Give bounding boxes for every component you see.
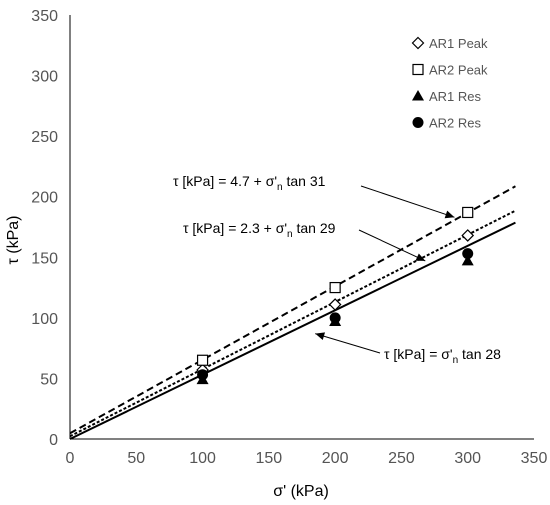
legend-marker	[412, 63, 424, 76]
legend-marker	[412, 90, 424, 101]
data-point-ar2-res	[197, 369, 209, 381]
annotation-arrow-head	[444, 210, 455, 219]
legend-label: AR1 Peak	[429, 36, 488, 51]
annotation-arrow-head	[415, 253, 426, 261]
data-point-ar1-peak	[328, 298, 342, 311]
y-tick-label: 250	[31, 129, 58, 146]
legend-label: AR1 Res	[429, 89, 482, 104]
fit-line-dotted	[69, 209, 516, 438]
x-tick-label: 300	[454, 450, 481, 467]
x-tick-label: 100	[189, 450, 216, 467]
data-point-ar2-peak	[196, 354, 209, 366]
fit-line-solid	[69, 221, 516, 440]
annotation-arrow-line	[358, 229, 426, 262]
legend-marker	[411, 36, 425, 50]
equation-label: τ [kPa] = 4.7 + σ'n tan 31	[173, 173, 326, 193]
x-tick-label: 50	[127, 450, 145, 467]
x-tick-label: 200	[322, 450, 349, 467]
y-tick-label: 0	[49, 432, 58, 449]
annotation-arrow-head	[315, 332, 326, 341]
x-axis-title: σ' (kPa)	[273, 483, 329, 500]
annotations: τ [kPa] = 4.7 + σ'n tan 31 τ [kPa] = 2.3 …	[173, 173, 501, 366]
legend: AR1 Peak AR2 Peak AR1 Res AR2 Res	[411, 36, 488, 131]
data-point-ar2-peak	[462, 206, 474, 219]
equation-label: τ [kPa] = 2.3 + σ'n tan 29	[183, 220, 336, 240]
data-point-ar2-peak	[329, 281, 341, 294]
y-tick-label: 100	[31, 311, 58, 328]
y-tick-label: 200	[31, 190, 58, 207]
x-tick-label: 0	[66, 450, 75, 467]
fit-line-dashed	[69, 185, 516, 435]
equation-label: τ [kPa] = σ'n tan 28	[384, 346, 501, 366]
fit-lines	[69, 185, 516, 440]
data-point-ar2-res	[329, 312, 341, 324]
data-markers	[196, 206, 475, 385]
y-tick-label: 300	[31, 69, 58, 86]
annotation-arrow-line	[360, 185, 455, 218]
y-tick-label: 150	[31, 250, 58, 267]
annotation-arrow-line	[315, 333, 381, 354]
x-tick-label: 350	[521, 450, 548, 467]
data-point-ar1-res	[461, 254, 474, 266]
data-point-ar1-peak	[461, 229, 475, 242]
legend-label: AR2 Res	[429, 116, 482, 131]
y-tick-label: 350	[31, 8, 58, 25]
y-axis-title: τ (kPa)	[5, 216, 22, 265]
data-point-ar2-res	[462, 248, 474, 260]
legend-label: AR2 Peak	[429, 63, 488, 78]
y-tick-label: 50	[40, 371, 58, 388]
axes: 0 50 100 150 200 250 300 350 0 50 100 150 200 250 300 3…	[31, 8, 547, 467]
x-tick-label: 150	[256, 450, 283, 467]
x-tick-label: 250	[388, 450, 415, 467]
legend-marker	[412, 117, 424, 128]
